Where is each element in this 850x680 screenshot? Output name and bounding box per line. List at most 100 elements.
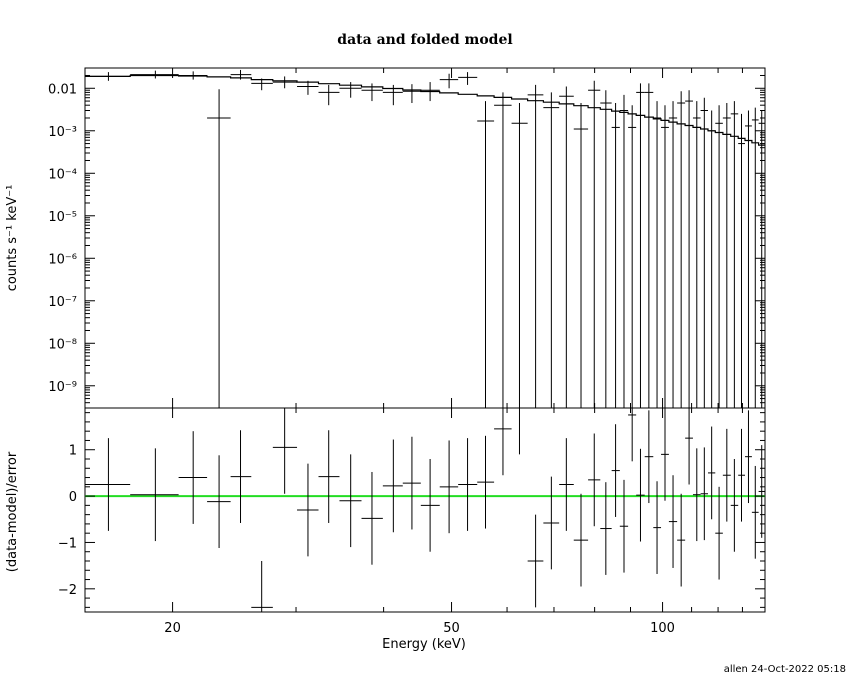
residual-point (318, 430, 340, 523)
residual-point (382, 439, 403, 533)
residual-point (600, 482, 612, 575)
residual-point (477, 435, 495, 529)
residual-point (708, 426, 716, 520)
residual-point (677, 493, 686, 587)
data-point (339, 82, 362, 98)
data-point (511, 103, 528, 408)
data-point (700, 97, 709, 408)
data-point (644, 83, 654, 408)
x-tick-label: 50 (443, 621, 460, 636)
data-point (722, 103, 731, 408)
data-point (751, 107, 759, 408)
residual-point (700, 447, 709, 541)
y-tick-label: −1 (58, 536, 77, 551)
data-point (297, 80, 319, 95)
data-point (439, 73, 459, 89)
data-point (477, 101, 495, 408)
footer-timestamp: allen 24-Oct-2022 05:18 (724, 664, 846, 675)
y-tick-label: 10⁻⁶ (48, 252, 77, 267)
y-tick-label: −2 (58, 583, 77, 598)
data-point (318, 84, 340, 106)
residual-point (758, 445, 765, 538)
data-point (588, 80, 601, 408)
chart-title: data and folded model (337, 32, 512, 48)
data-point (653, 101, 662, 408)
residual-point (751, 465, 759, 559)
residual-point (439, 440, 459, 534)
residual-point (527, 514, 544, 608)
residual-point (130, 448, 179, 542)
x-tick-label: 100 (650, 621, 675, 636)
residual-point (573, 493, 589, 587)
residual-point (251, 561, 273, 612)
data-point (677, 91, 686, 408)
residual-point (511, 407, 528, 455)
data-point (636, 83, 645, 408)
residual-point (668, 475, 678, 568)
data-point (661, 105, 669, 408)
residual-point (85, 438, 131, 531)
data-point (628, 105, 637, 408)
data-point (715, 105, 723, 408)
y-axis-label-top: counts s⁻¹ keV⁻¹ (5, 185, 20, 292)
y-tick-label: 10⁻³ (48, 125, 77, 140)
data-point (402, 84, 421, 104)
data-point (458, 72, 478, 85)
data-point (611, 103, 620, 408)
data-point (738, 113, 746, 408)
data-point (573, 103, 589, 408)
y-tick-label: 10⁻⁴ (48, 167, 77, 182)
residual-point (361, 471, 383, 565)
residual-point (738, 428, 746, 522)
residual-point (722, 428, 731, 522)
residual-point (611, 424, 620, 517)
residual-point (420, 459, 440, 552)
data-point (559, 86, 574, 408)
residual-point (619, 479, 629, 573)
residual-point (715, 486, 723, 580)
data-point (730, 101, 739, 408)
residual-point (745, 410, 752, 504)
data-point (708, 110, 716, 408)
data-point (272, 76, 298, 89)
residual-point (559, 438, 574, 531)
residual-point (178, 431, 208, 524)
residual-point (543, 476, 560, 570)
data-point (619, 94, 629, 408)
residual-point (661, 408, 669, 501)
data-point (207, 89, 231, 408)
x-axis-label: Energy (keV) (382, 637, 466, 652)
data-point (251, 78, 273, 91)
residual-point (494, 408, 512, 476)
residual-point (692, 448, 701, 542)
data-point (745, 110, 752, 408)
y-tick-label: 0.01 (48, 82, 77, 97)
y-tick-label: 10⁻⁸ (48, 337, 77, 352)
model-step-line (85, 74, 765, 146)
data-point (361, 83, 383, 102)
data-point (130, 70, 179, 79)
residual-panel: 1 0 −1 −2 20 50 100 (58, 407, 766, 636)
data-point (758, 110, 765, 408)
y-tick-label: 1 (69, 444, 77, 459)
residual-point (730, 459, 739, 552)
residual-point (636, 448, 645, 542)
data-point (527, 84, 544, 408)
data-point (685, 90, 693, 408)
residual-point (402, 436, 421, 530)
residual-frame (84, 407, 766, 613)
y-tick-label: 10⁻⁵ (48, 210, 77, 225)
data-point (600, 90, 612, 408)
residual-point (230, 430, 252, 523)
residual-point (458, 438, 478, 531)
residual-point (588, 433, 601, 527)
y-tick-label: 10⁻⁷ (48, 295, 77, 310)
residual-point (272, 408, 298, 494)
data-point (543, 92, 560, 408)
data-point (668, 101, 678, 408)
residual-point (685, 408, 693, 485)
residual-point (297, 463, 319, 557)
spectrum-panel: 0.01 10⁻³ 10⁻⁴ 10⁻⁵ 10⁻⁶ 10⁻⁷ 10⁻⁸ 10⁻⁹ (48, 67, 766, 409)
y-tick-label: 10⁻⁹ (48, 380, 77, 395)
